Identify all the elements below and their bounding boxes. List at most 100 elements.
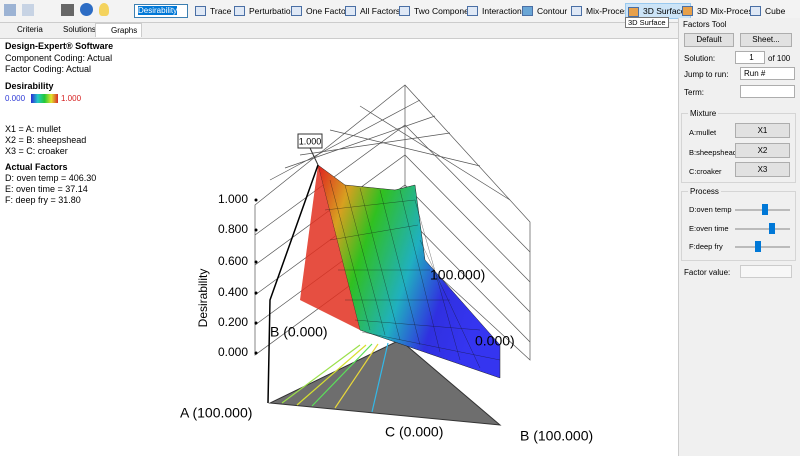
redo-icon[interactable] [22,4,34,16]
slider-thumb[interactable] [755,241,761,252]
toolbar-button[interactable]: Trace [193,3,231,19]
vertex-label: 100.000) [430,267,485,283]
button-label: Cube [765,6,786,16]
tooltip: 3D Surface [625,17,669,28]
y-axis-label: Desirability [196,269,210,328]
response-value: Desirability [138,6,178,15]
factor-value-label: Factor value: [684,268,731,277]
vertex-label: B (100.000) [520,428,593,444]
component-label: C:croaker [689,167,722,176]
group-title: Process [688,187,721,196]
button-label: 3D Surface [643,6,686,16]
component-label: A:mullet [689,128,717,137]
toolbar-button[interactable]: Two Component [397,3,476,19]
tab[interactable]: Criteria [4,25,43,34]
response-select[interactable]: Desirability [134,4,188,18]
tick-dots [254,198,258,355]
component-line: X2 = B: sheepshead [5,135,87,145]
surface-plot: 1.000 0.800 0.600 0.400 0.200 0.000 Desi… [180,84,593,444]
factor-line: E: oven time = 37.14 [5,184,88,194]
flag-label: 1.000 [299,136,322,146]
legend-max: 1.000 [61,94,82,103]
tab[interactable]: Solutions [50,25,96,34]
process-label: D:oven temp [689,205,732,214]
toolbar-button[interactable]: 3D Mix-Process [680,3,757,19]
component-line: X3 = C: croaker [5,146,68,156]
default-button[interactable]: Default [684,33,734,47]
component-button[interactable]: X3 [735,162,790,177]
y-tick-label: 0.600 [218,254,248,268]
toolbar-button[interactable]: Mix-Process [569,3,633,19]
tip-icon[interactable] [99,3,109,16]
y-tick-label: 0.000 [218,345,248,359]
coding-text: Factor Coding: Actual [5,64,92,74]
factor-line: F: deep fry = 31.80 [5,195,81,205]
panel-title: Factors Tool [683,20,727,29]
software-name: Design-Expert® Software [5,41,114,51]
button-label: Trace [210,6,232,16]
process-label: E:oven time [689,224,729,233]
toolbar-button[interactable]: Interaction [465,3,522,19]
button-label: Contour [537,6,568,16]
y-tick-label: 0.400 [218,285,248,299]
tab-label: Criteria [17,25,43,34]
component-button[interactable]: X1 [735,123,790,138]
tab-label: Solutions [63,25,96,34]
undo-icon[interactable] [4,4,16,16]
y-tick-label: 1.000 [218,192,248,206]
process-label: F:deep fry [689,242,723,251]
legend-min: 0.000 [5,94,26,103]
solution-of: of 100 [768,54,791,63]
surface [317,164,501,379]
y-tick-label: 0.800 [218,222,248,236]
vertex-label: A (100.000) [180,405,252,421]
surface-peak [300,165,360,330]
toolbar-button[interactable]: Perturbation [232,3,295,19]
component-button[interactable]: X2 [735,143,790,158]
surface-mesh [324,179,501,369]
toolbar-button[interactable]: One Factor [289,3,349,19]
toolbar-button[interactable]: Contour [520,3,567,19]
vertex-label: 0.000) [475,333,515,349]
help-icon[interactable] [80,3,93,16]
factor-line: D: oven temp = 406.30 [5,173,97,183]
component-label: B:sheepshead [689,148,737,157]
tab-active[interactable]: Graphs [95,23,143,37]
y-tick-label: 0.200 [218,315,248,329]
button-label: Two Component [414,6,476,16]
slider-thumb[interactable] [762,204,768,215]
solution-label: Solution: [684,54,716,63]
component-line: X1 = A: mullet [5,124,61,134]
edge-line [267,164,319,404]
contours [281,342,389,413]
term-select[interactable] [740,85,795,98]
response-name: Desirability [5,81,54,91]
wireframe [254,84,531,361]
term-label: Term: [684,88,704,97]
solution-select[interactable]: 1 [735,51,765,64]
flag-line [309,147,319,166]
tab-bar [0,23,678,39]
button-label: All Factors [360,6,401,16]
vertex-label: C (0.000) [385,424,443,440]
toolbar-button-active[interactable]: 3D Surface [625,3,691,19]
jump-label: Jump to run: [684,70,729,79]
button-label: 3D Mix-Process [697,6,757,16]
slider-thumb[interactable] [769,223,775,234]
print-icon[interactable] [61,4,74,16]
toolbar-button[interactable]: Cube [748,3,785,19]
vertex-label: B (0.000) [270,324,328,340]
factors-title: Actual Factors [5,162,68,172]
slider-track [735,246,790,248]
mixture-group [681,113,796,183]
toolbar-button[interactable]: All Factors [343,3,400,19]
jump-select[interactable]: Run # [740,67,795,80]
button-label: Interaction [482,6,522,16]
sheet-button[interactable]: Sheet... [740,33,792,47]
process-group [681,191,796,261]
button-label: Perturbation [249,6,296,16]
legend-bar [31,94,58,103]
factor-value-box[interactable] [740,265,792,278]
button-label: One Factor [306,6,349,16]
